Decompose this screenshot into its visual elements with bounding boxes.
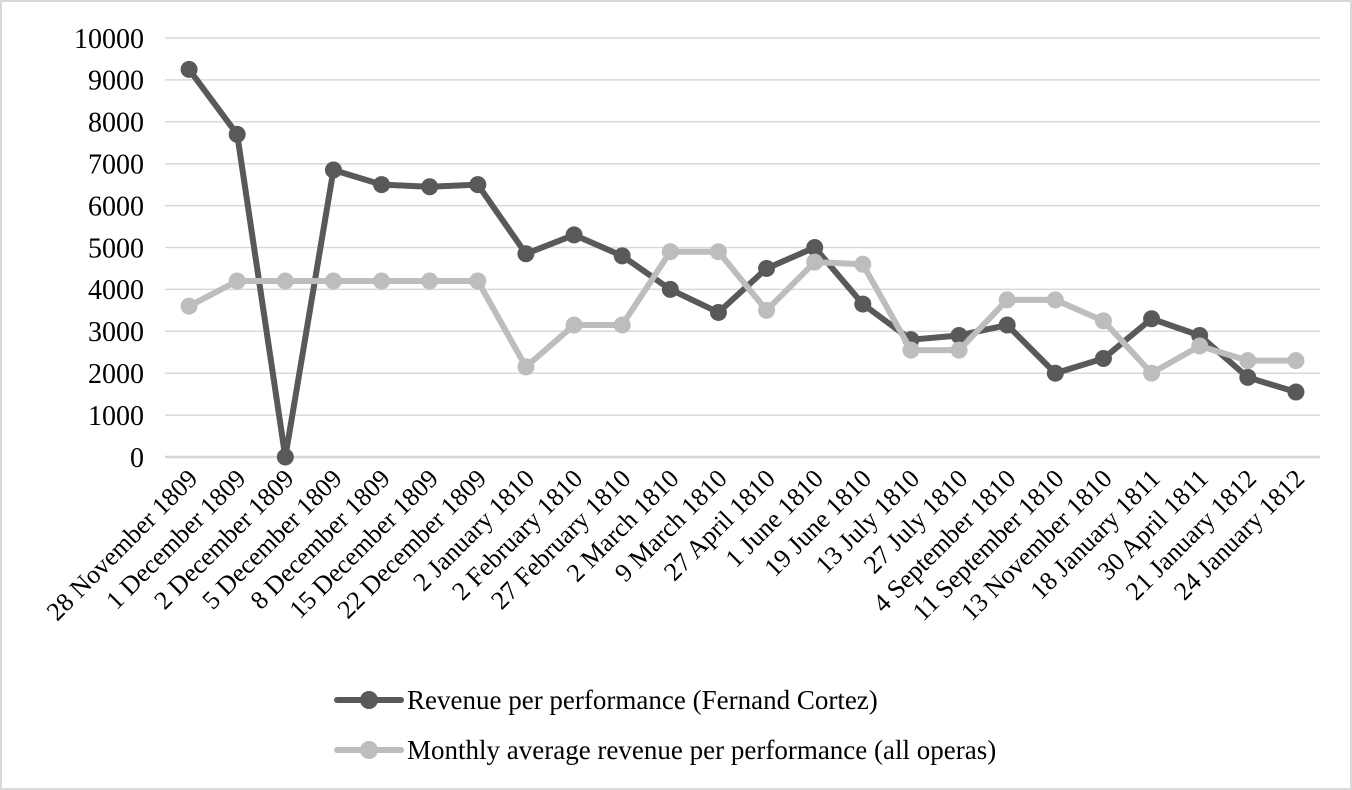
data-point (758, 259, 776, 277)
data-point (180, 60, 198, 78)
y-axis-tick-label: 7000 (88, 150, 144, 181)
series-line-1 (186, 248, 1299, 377)
data-point (1094, 350, 1112, 368)
y-axis-tick-label: 4000 (88, 275, 144, 306)
data-point (373, 176, 391, 194)
data-point (709, 243, 727, 261)
legend-item-monthly-average: Monthly average revenue per performance … (334, 735, 996, 765)
data-point (373, 272, 391, 290)
data-point (806, 253, 824, 271)
data-point (1191, 337, 1209, 355)
data-point (758, 301, 776, 319)
data-point (661, 243, 679, 261)
data-point (276, 448, 294, 466)
data-point (1094, 312, 1112, 330)
data-point (1287, 383, 1305, 401)
data-point (1239, 368, 1257, 386)
y-axis-tick-label: 1000 (88, 401, 144, 432)
y-axis-tick-label: 0 (130, 443, 144, 474)
data-point (228, 125, 246, 143)
y-axis-tick-label: 10000 (74, 24, 144, 55)
data-point (854, 255, 872, 273)
data-point (1143, 364, 1161, 382)
data-point (613, 316, 631, 334)
data-point (950, 326, 968, 344)
y-axis-tick-label: 9000 (88, 66, 144, 97)
data-point (1046, 291, 1064, 309)
data-point (565, 316, 583, 334)
y-axis-tick-label: 8000 (88, 108, 144, 139)
data-point (661, 280, 679, 298)
line-chart: 0 1000 2000 3000 4000 5000 6000 7000 8000 9000 100… (41, 24, 1320, 627)
y-axis-tick-label: 3000 (88, 317, 144, 348)
data-point (998, 291, 1016, 309)
y-axis-tick-label: 2000 (88, 359, 144, 390)
data-point (276, 272, 294, 290)
data-point (1239, 352, 1257, 370)
data-point (228, 272, 246, 290)
legend-label: Revenue per performance (Fernand Cortez) (407, 685, 878, 715)
data-point (613, 247, 631, 265)
y-axis-tick-label: 5000 (88, 233, 144, 264)
data-point (806, 239, 824, 256)
data-point (1046, 364, 1064, 382)
data-point (469, 176, 487, 194)
chart-legend: Revenue per performance (Fernand Cortez)… (334, 685, 996, 765)
data-point (998, 316, 1016, 334)
data-point (950, 341, 968, 359)
data-point (1287, 352, 1305, 370)
data-point (421, 272, 439, 290)
data-point (709, 303, 727, 321)
legend-item-fernand-cortez: Revenue per performance (Fernand Cortez) (334, 685, 996, 715)
series-line-0 (186, 66, 1299, 460)
legend-marker-line-dot-icon (334, 740, 404, 760)
data-point (854, 295, 872, 313)
data-point (469, 272, 487, 290)
legend-label: Monthly average revenue per performance … (407, 735, 997, 765)
data-point (517, 358, 535, 376)
data-point (902, 341, 920, 359)
data-point (565, 226, 583, 244)
y-axis-tick-label: 6000 (88, 191, 144, 222)
data-point (180, 297, 198, 315)
data-point (517, 245, 535, 263)
legend-marker-line-dot-icon (334, 690, 404, 710)
data-point (324, 161, 342, 179)
data-point (421, 178, 439, 196)
data-point (324, 272, 342, 290)
data-point (1143, 310, 1161, 328)
